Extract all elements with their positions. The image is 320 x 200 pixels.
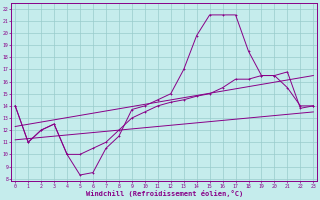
X-axis label: Windchill (Refroidissement éolien,°C): Windchill (Refroidissement éolien,°C) <box>86 190 243 197</box>
